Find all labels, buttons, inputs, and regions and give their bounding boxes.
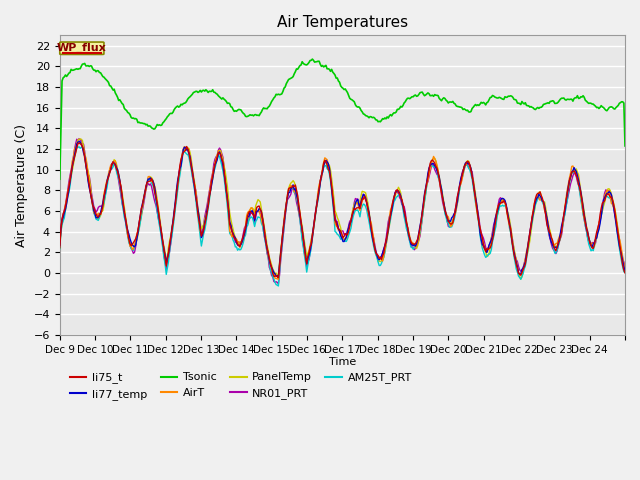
X-axis label: Time: Time — [329, 358, 356, 368]
Y-axis label: Air Temperature (C): Air Temperature (C) — [15, 124, 28, 247]
Legend: li75_t, li77_temp, Tsonic, AirT, PanelTemp, NR01_PRT, AM25T_PRT: li75_t, li77_temp, Tsonic, AirT, PanelTe… — [65, 368, 416, 404]
FancyBboxPatch shape — [60, 42, 104, 54]
Title: Air Temperatures: Air Temperatures — [277, 15, 408, 30]
Text: WP_flux: WP_flux — [57, 43, 107, 53]
